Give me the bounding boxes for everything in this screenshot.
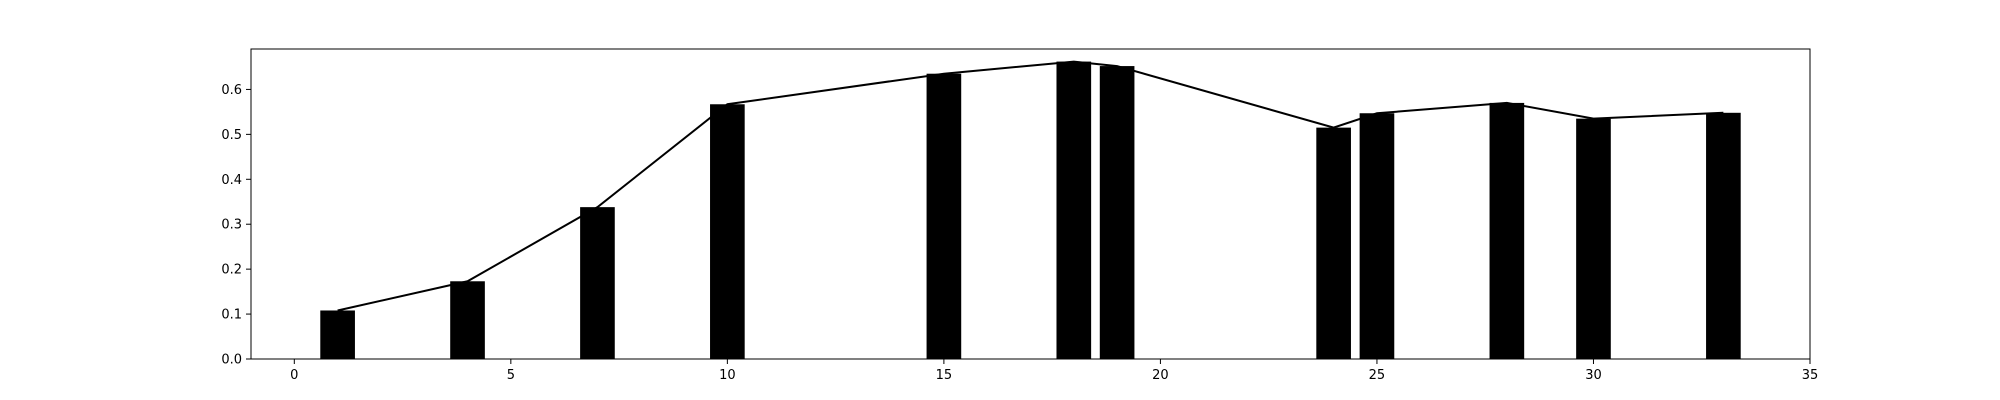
- y-tick-label: 0.1: [221, 308, 242, 323]
- bar: [1056, 61, 1092, 359]
- y-tick-label: 0.5: [221, 128, 242, 143]
- x-tick-label: 15: [936, 368, 953, 383]
- x-tick-label: 0: [290, 368, 298, 383]
- bar: [926, 73, 962, 359]
- y-axis-ticks: 0.0 0.1 0.2 0.3 0.4 0.5 0.6: [221, 83, 251, 368]
- x-axis-ticks: 0 5 10 15 20 25 30 35: [290, 359, 1818, 383]
- y-tick-label: 0.2: [221, 263, 242, 278]
- bar: [1706, 112, 1741, 359]
- bar: [580, 207, 615, 359]
- bar: [1576, 118, 1611, 359]
- x-tick-label: 35: [1802, 368, 1819, 383]
- y-tick-label: 0.3: [221, 218, 242, 233]
- y-tick-label: 0.4: [221, 173, 242, 188]
- y-tick-label: 0.6: [221, 83, 242, 98]
- bar: [1489, 102, 1525, 360]
- bars-group: [320, 61, 1741, 360]
- bar: [1099, 66, 1135, 360]
- plot-area-frame: [250, 48, 1811, 360]
- y-tick-label: 0.0: [221, 353, 242, 368]
- x-tick-label: 20: [1152, 368, 1169, 383]
- x-tick-label: 30: [1585, 368, 1602, 383]
- x-tick-label: 10: [719, 368, 736, 383]
- x-tick-label: 5: [507, 368, 515, 383]
- x-tick-label: 25: [1369, 368, 1386, 383]
- overlay-line: [337, 60, 1724, 312]
- bar: [710, 104, 745, 360]
- bar: [1359, 113, 1395, 360]
- bar: [450, 281, 485, 359]
- bar: [320, 310, 355, 359]
- bar: [1316, 127, 1351, 359]
